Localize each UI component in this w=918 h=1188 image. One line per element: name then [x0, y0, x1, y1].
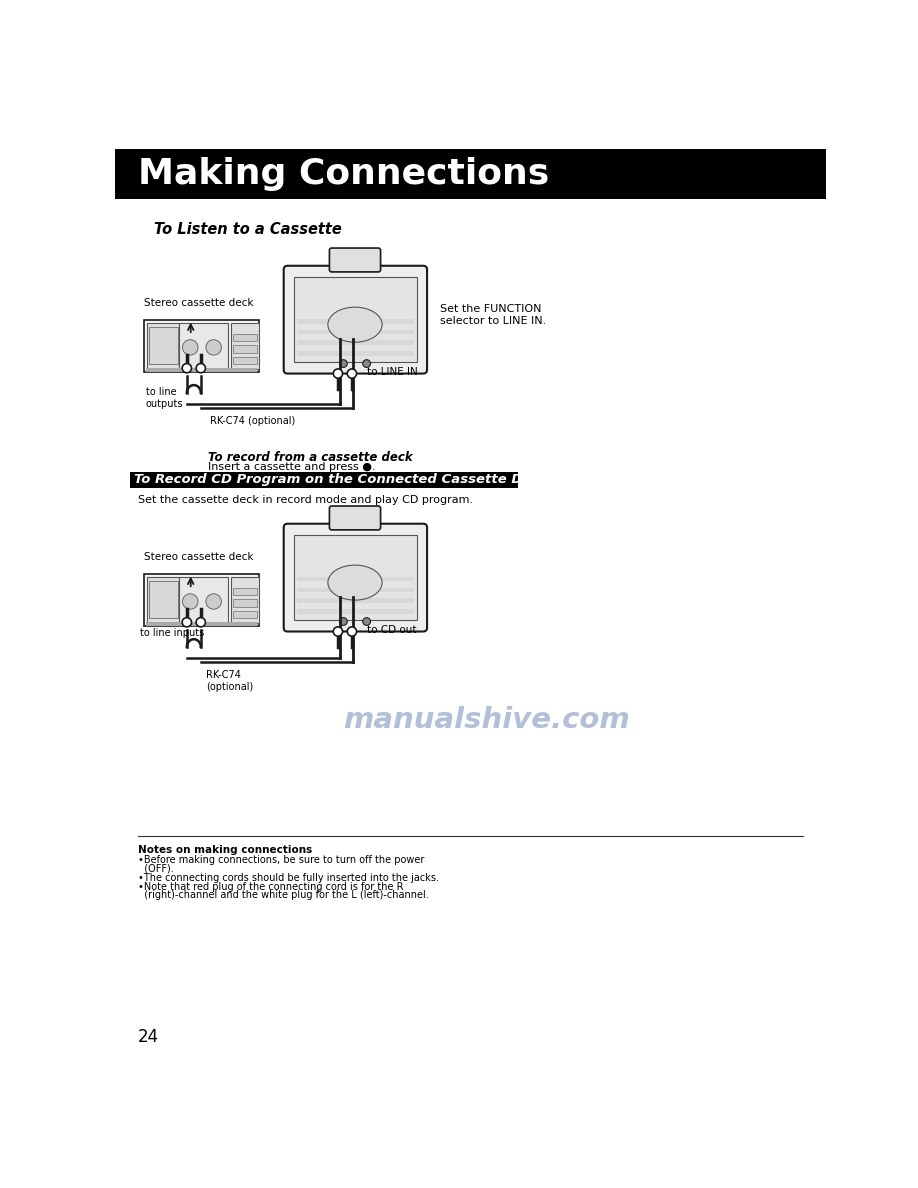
Text: to CD out: to CD out — [366, 625, 416, 636]
Bar — [144, 320, 259, 372]
Text: Making Connections: Making Connections — [138, 157, 549, 191]
Bar — [297, 588, 414, 593]
Bar — [115, 148, 826, 198]
FancyBboxPatch shape — [330, 506, 381, 530]
Text: 24: 24 — [138, 1028, 159, 1047]
Bar — [147, 577, 179, 623]
Bar — [147, 323, 179, 369]
Bar — [297, 609, 414, 614]
Text: RK-C74
(optional): RK-C74 (optional) — [207, 670, 253, 691]
Bar — [233, 356, 256, 365]
Ellipse shape — [328, 308, 382, 342]
Text: manualshive.com: manualshive.com — [343, 706, 630, 734]
Bar — [294, 536, 417, 620]
Circle shape — [363, 618, 371, 625]
Circle shape — [183, 594, 198, 609]
Bar — [294, 277, 417, 362]
Bar — [146, 623, 257, 626]
Text: To Listen to a Cassette: To Listen to a Cassette — [153, 222, 341, 236]
Text: Insert a cassette and press ●.: Insert a cassette and press ●. — [207, 462, 375, 472]
Circle shape — [183, 340, 198, 355]
Bar — [130, 472, 518, 487]
Bar — [233, 334, 256, 341]
Text: Set the cassette deck in record mode and play CD program.: Set the cassette deck in record mode and… — [138, 495, 473, 505]
Circle shape — [333, 369, 342, 378]
Circle shape — [340, 618, 347, 625]
Bar — [297, 577, 414, 581]
Bar — [233, 599, 256, 607]
Bar — [179, 323, 228, 369]
Circle shape — [347, 627, 356, 636]
FancyBboxPatch shape — [330, 248, 381, 272]
Text: •Before making connections, be sure to turn off the power: •Before making connections, be sure to t… — [138, 855, 424, 865]
Ellipse shape — [328, 565, 382, 600]
Bar — [149, 328, 178, 365]
Bar — [144, 574, 259, 626]
Text: Notes on making connections: Notes on making connections — [138, 845, 312, 855]
Bar — [297, 330, 414, 334]
Text: •The connecting cords should be fully inserted into the jacks.: •The connecting cords should be fully in… — [138, 872, 439, 883]
Bar — [297, 318, 414, 323]
FancyBboxPatch shape — [284, 524, 427, 632]
Circle shape — [196, 364, 206, 373]
Bar — [230, 323, 259, 369]
Text: Stereo cassette deck: Stereo cassette deck — [144, 552, 253, 562]
Text: to line
outputs: to line outputs — [146, 387, 184, 409]
Circle shape — [340, 360, 347, 367]
Text: Stereo cassette deck: Stereo cassette deck — [144, 298, 253, 308]
Circle shape — [182, 618, 192, 627]
FancyBboxPatch shape — [284, 266, 427, 373]
Bar — [149, 581, 178, 619]
Bar — [297, 599, 414, 604]
Circle shape — [363, 360, 371, 367]
Text: To Record CD Program on the Connected Cassette Deck: To Record CD Program on the Connected Ca… — [134, 473, 548, 486]
Bar — [146, 368, 257, 372]
Bar — [233, 345, 256, 353]
Circle shape — [182, 364, 192, 373]
Text: to LINE IN: to LINE IN — [366, 367, 418, 378]
Text: (OFF).: (OFF). — [138, 864, 174, 873]
Bar — [297, 352, 414, 356]
Circle shape — [196, 618, 206, 627]
Text: (right)-channel and the white plug for the L (left)-channel.: (right)-channel and the white plug for t… — [138, 890, 429, 901]
Bar — [230, 577, 259, 623]
Bar — [179, 577, 228, 623]
Text: Set the FUNCTION
selector to LINE IN.: Set the FUNCTION selector to LINE IN. — [441, 304, 546, 326]
Circle shape — [206, 594, 221, 609]
Text: RK-C74 (optional): RK-C74 (optional) — [210, 416, 296, 426]
Bar — [233, 611, 256, 619]
Bar — [233, 588, 256, 595]
Text: to line inputs: to line inputs — [140, 627, 205, 638]
Text: •Note that red plug of the connecting cord is for the R: •Note that red plug of the connecting co… — [138, 881, 404, 892]
Circle shape — [347, 369, 356, 378]
Text: To record from a cassette deck: To record from a cassette deck — [207, 450, 412, 463]
Circle shape — [333, 627, 342, 636]
Bar — [297, 341, 414, 345]
Circle shape — [206, 340, 221, 355]
